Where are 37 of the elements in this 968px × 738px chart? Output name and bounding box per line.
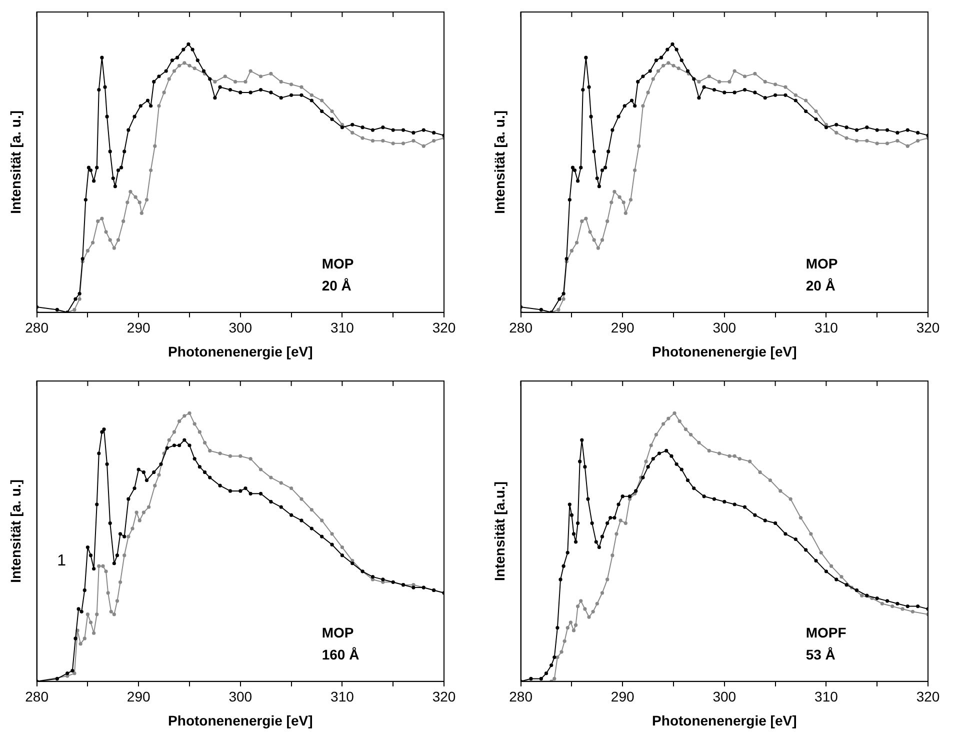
x-tick-label: 300 (712, 688, 736, 705)
annotation: 53 Å (806, 646, 836, 662)
annotation: 20 Å (806, 277, 836, 294)
x-tick-label: 300 (712, 320, 736, 336)
x-tick-label: 320 (916, 688, 940, 705)
x-tick-label: 280 (25, 320, 49, 336)
x-tick-label: 310 (814, 320, 838, 336)
annotation: 20 Å (322, 277, 352, 294)
y-axis-title: Intensität [a. u.] (491, 110, 508, 214)
annotation: 1 (57, 552, 66, 570)
annotation: MOP (322, 624, 354, 640)
x-tick-label: 290 (610, 320, 634, 336)
annotation: MOP (322, 255, 354, 272)
annotation: 160 Å (322, 646, 360, 662)
x-tick-label: 300 (228, 688, 252, 705)
x-axis-title: Photonenenergie [eV] (652, 343, 797, 360)
x-tick-label: 300 (228, 320, 252, 336)
x-tick-label: 280 (509, 320, 533, 336)
x-axis-title: Photonenenergie [eV] (168, 712, 313, 728)
y-axis-title: Intensität [a. u.] (7, 479, 24, 583)
x-tick-label: 280 (25, 688, 49, 705)
x-tick-label: 310 (814, 688, 838, 705)
x-tick-label: 280 (509, 688, 533, 705)
x-tick-label: 320 (432, 688, 456, 705)
x-tick-label: 310 (330, 320, 354, 336)
y-axis-title: Intensität [a.u.] (491, 481, 508, 581)
x-axis-title: Photonenenergie [eV] (652, 712, 797, 728)
x-tick-label: 290 (610, 688, 634, 705)
x-tick-label: 320 (432, 320, 456, 336)
x-axis-title: Photonenenergie [eV] (168, 343, 313, 360)
y-axis-title: Intensität [a. u.] (7, 110, 24, 214)
x-tick-label: 290 (126, 320, 150, 336)
x-tick-label: 310 (330, 688, 354, 705)
annotation: MOP (806, 255, 838, 272)
x-tick-label: 290 (126, 688, 150, 705)
annotation: MOPF (806, 624, 847, 640)
x-tick-label: 320 (916, 320, 940, 336)
